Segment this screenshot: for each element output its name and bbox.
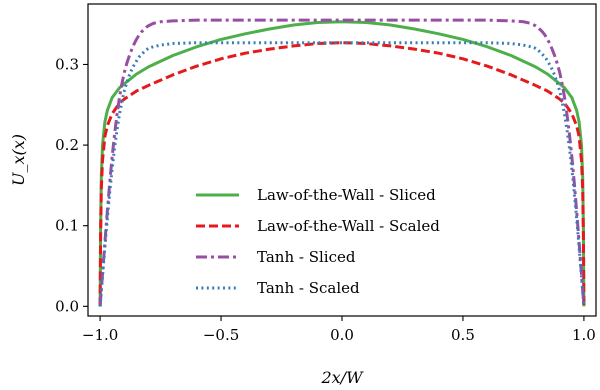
x-tick-label: 0.5 xyxy=(451,326,475,344)
x-tick-label: −0.5 xyxy=(203,326,239,344)
legend-label-3: Tanh - Sliced xyxy=(257,248,356,266)
y-axis-label: U_x(x) xyxy=(9,134,28,186)
y-tick-label: 0.3 xyxy=(55,55,79,73)
series-line-1 xyxy=(98,20,586,307)
x-tick-label: −1.0 xyxy=(82,326,118,344)
legend-label-4: Tanh - Scaled xyxy=(257,279,360,297)
y-tick-label: 0.2 xyxy=(55,136,79,154)
legend: Law-of-the-Wall - Sliced Law-of-the-Wall … xyxy=(196,186,440,297)
series-line-4 xyxy=(98,41,586,307)
y-axis: 0.0 0.1 0.2 0.3 xyxy=(55,55,88,315)
series-layer xyxy=(98,18,586,307)
legend-label-2: Law-of-the-Wall - Scaled xyxy=(257,217,440,235)
x-axis-label-text: 2x/W xyxy=(320,368,364,387)
y-tick-label: 0.1 xyxy=(55,217,79,235)
plot-frame xyxy=(87,3,597,317)
x-tick-label: 1.0 xyxy=(572,326,596,344)
x-axis: −1.0 −0.5 0.0 0.5 1.0 xyxy=(82,316,596,344)
series-line-3 xyxy=(98,18,586,307)
legend-label-1: Law-of-the-Wall - Sliced xyxy=(257,186,436,204)
y-tick-label: 0.0 xyxy=(55,297,79,315)
series-line-2 xyxy=(98,41,586,307)
y-axis-label-text: U_x(x) xyxy=(9,134,28,186)
x-tick-label: 0.0 xyxy=(330,326,354,344)
x-axis-label: 2x/W xyxy=(320,368,364,387)
